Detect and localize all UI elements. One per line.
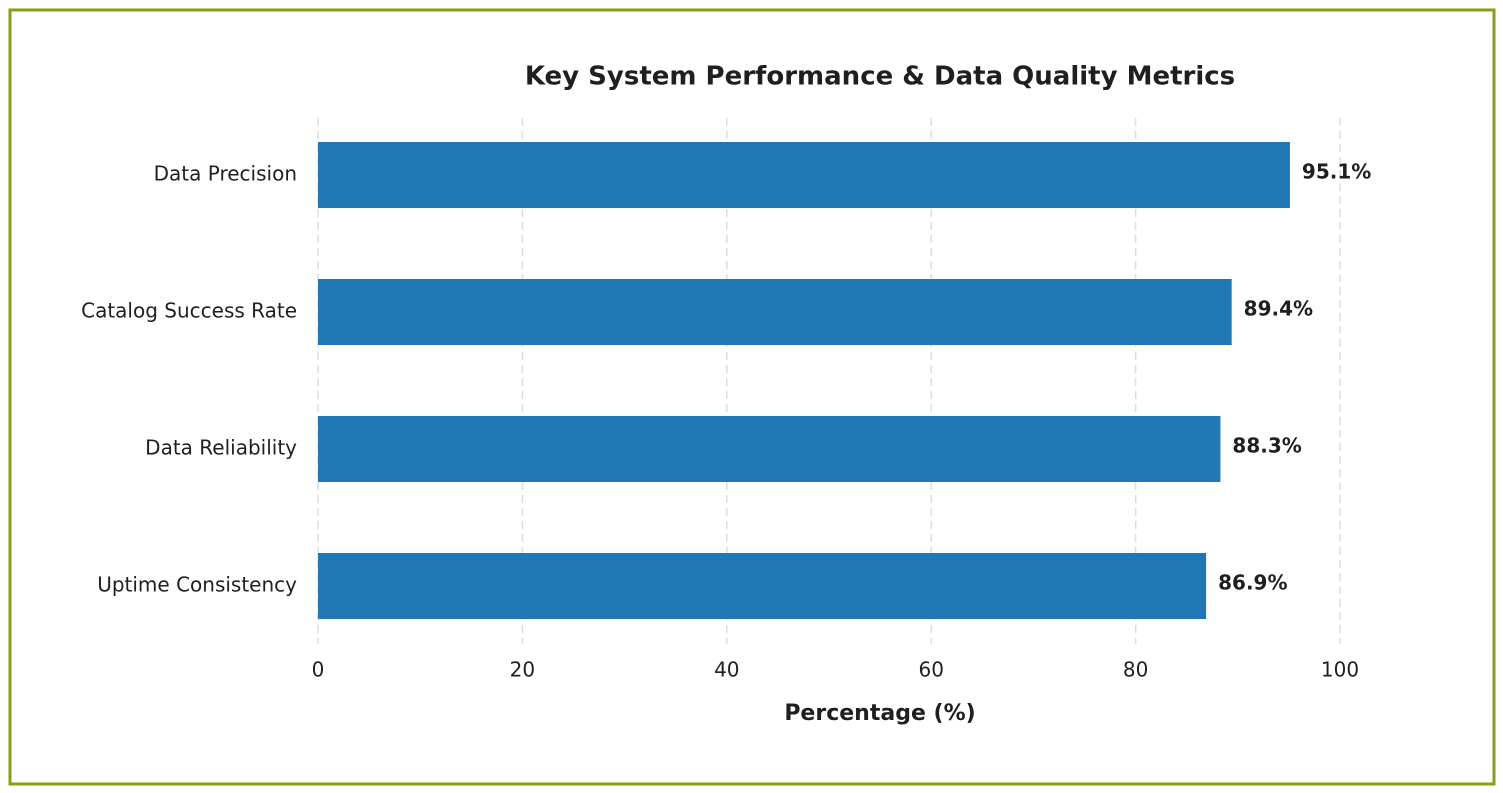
- frame: [8, 8, 1496, 786]
- value-label: 88.3%: [1232, 434, 1301, 458]
- chart-title: Key System Performance & Data Quality Me…: [525, 62, 1235, 92]
- x-tick-label: 0: [312, 658, 325, 682]
- bar: [318, 553, 1207, 619]
- value-label: 89.4%: [1244, 297, 1313, 321]
- x-tick-label: 100: [1321, 658, 1359, 682]
- bar: [318, 279, 1232, 345]
- bar: [318, 416, 1221, 482]
- value-label: 95.1%: [1302, 160, 1371, 184]
- bar: [318, 142, 1290, 208]
- value-label: 86.9%: [1218, 571, 1287, 595]
- x-tick-label: 80: [1123, 658, 1148, 682]
- x-tick-label: 20: [510, 658, 535, 682]
- y-tick-label: Uptime Consistency: [97, 573, 297, 597]
- y-tick-label: Data Precision: [154, 162, 297, 186]
- x-tick-label: 60: [918, 658, 943, 682]
- y-tick-label: Catalog Success Rate: [81, 299, 297, 323]
- y-tick-label: Data Reliability: [145, 436, 297, 460]
- x-tick-label: 40: [714, 658, 739, 682]
- x-axis-label: Percentage (%): [784, 701, 975, 726]
